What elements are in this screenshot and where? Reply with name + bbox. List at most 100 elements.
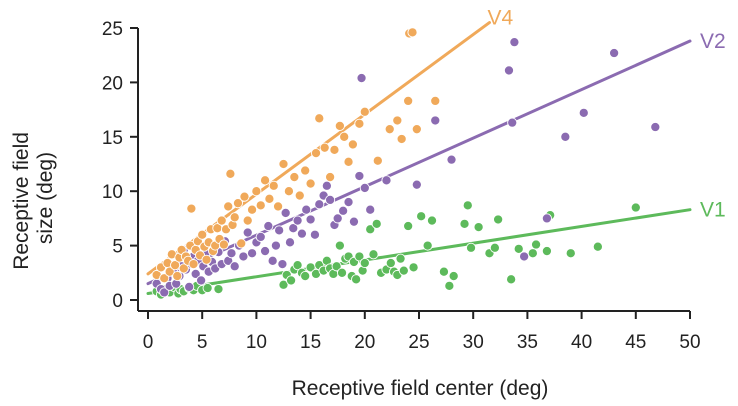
data-point-v2 bbox=[238, 251, 249, 262]
data-point-v4 bbox=[411, 124, 422, 135]
x-tick-label: 15 bbox=[300, 332, 321, 353]
data-point-v2 bbox=[578, 107, 589, 118]
data-point-v4 bbox=[178, 263, 189, 274]
data-point-v2 bbox=[296, 228, 307, 239]
fit-line-v1 bbox=[146, 208, 692, 295]
data-point-v2 bbox=[411, 179, 422, 190]
data-point-v1 bbox=[473, 222, 484, 233]
data-point-v4 bbox=[314, 113, 325, 124]
data-point-v2 bbox=[359, 182, 370, 193]
data-point-v2 bbox=[348, 216, 360, 227]
x-tick-label: 50 bbox=[679, 332, 700, 353]
data-point-v4 bbox=[384, 124, 395, 135]
data-point-v2 bbox=[305, 214, 316, 225]
data-point-v1 bbox=[213, 284, 224, 295]
data-point-v2 bbox=[365, 204, 376, 215]
x-tick-label: 45 bbox=[625, 332, 646, 353]
data-point-v4 bbox=[216, 215, 227, 226]
data-point-v2 bbox=[280, 207, 291, 219]
series-label-v1: V1 bbox=[700, 199, 726, 222]
data-point-v4 bbox=[319, 142, 330, 153]
data-point-v1 bbox=[286, 275, 297, 286]
data-point-v4 bbox=[225, 168, 236, 179]
data-point-v2 bbox=[196, 275, 207, 286]
data-point-v4 bbox=[170, 260, 181, 271]
data-point-v2 bbox=[381, 175, 392, 186]
data-point-v4 bbox=[310, 148, 322, 159]
data-point-v4 bbox=[223, 201, 234, 212]
data-point-v1 bbox=[202, 282, 213, 294]
data-point-v4 bbox=[294, 190, 305, 201]
data-points bbox=[151, 27, 661, 300]
data-point-v4 bbox=[325, 172, 336, 183]
data-point-v1 bbox=[422, 240, 433, 251]
data-point-v1 bbox=[448, 271, 459, 282]
data-point-v2 bbox=[247, 248, 258, 259]
data-point-v2 bbox=[277, 259, 288, 270]
series-label-v2: V2 bbox=[700, 30, 726, 53]
data-point-v1 bbox=[403, 220, 414, 232]
x-tick-label: 35 bbox=[517, 332, 538, 353]
data-point-v1 bbox=[630, 202, 641, 213]
data-point-v1 bbox=[398, 265, 409, 276]
data-point-v4 bbox=[188, 259, 199, 270]
x-tick-label: 25 bbox=[408, 332, 429, 353]
data-point-v4 bbox=[334, 120, 345, 131]
data-point-v4 bbox=[329, 144, 340, 155]
data-point-v4 bbox=[218, 239, 229, 250]
x-tick-label: 10 bbox=[246, 332, 267, 353]
data-point-v4 bbox=[172, 271, 183, 282]
data-point-v2 bbox=[321, 180, 332, 191]
data-point-v1 bbox=[489, 242, 500, 253]
data-point-v2 bbox=[270, 240, 281, 251]
data-point-v1 bbox=[331, 261, 342, 272]
x-tick-label: 0 bbox=[143, 332, 154, 353]
data-point-v4 bbox=[251, 186, 262, 197]
data-point-v4 bbox=[392, 115, 403, 126]
data-point-v1 bbox=[371, 218, 382, 229]
data-point-v1 bbox=[365, 224, 376, 235]
data-point-v1 bbox=[351, 274, 362, 285]
data-point-v2 bbox=[541, 213, 552, 224]
data-point-v1 bbox=[444, 280, 455, 291]
data-point-v4 bbox=[197, 229, 208, 240]
data-point-v1 bbox=[354, 251, 365, 262]
data-point-v2 bbox=[184, 281, 195, 292]
x-axis-title: Receptive field center (deg) bbox=[292, 377, 549, 400]
data-point-v4 bbox=[354, 118, 365, 129]
data-point-v4 bbox=[268, 180, 279, 191]
data-point-v1 bbox=[513, 243, 524, 254]
data-point-v1 bbox=[541, 245, 552, 257]
data-point-v1 bbox=[334, 240, 345, 251]
data-point-v2 bbox=[229, 261, 240, 272]
data-point-v1 bbox=[395, 253, 406, 264]
data-point-v4 bbox=[300, 165, 311, 176]
data-point-v4 bbox=[305, 178, 316, 189]
data-point-v4 bbox=[396, 133, 407, 145]
data-point-v2 bbox=[650, 121, 661, 133]
data-point-v1 bbox=[506, 274, 517, 285]
data-point-v2 bbox=[338, 205, 349, 216]
data-point-v2 bbox=[343, 197, 354, 208]
data-point-v1 bbox=[292, 260, 303, 271]
data-point-v2 bbox=[284, 237, 296, 248]
data-point-v1 bbox=[336, 267, 348, 278]
data-point-v2 bbox=[242, 227, 253, 238]
data-point-v2 bbox=[509, 37, 520, 48]
data-point-v1 bbox=[408, 262, 419, 273]
x-tick-label: 5 bbox=[197, 332, 208, 353]
data-point-v2 bbox=[314, 199, 325, 210]
data-point-v2 bbox=[267, 255, 278, 266]
data-point-v4 bbox=[339, 131, 350, 142]
data-point-v2 bbox=[519, 251, 530, 262]
y-tick-label: 0 bbox=[112, 291, 123, 312]
data-point-v1 bbox=[416, 211, 427, 222]
data-point-v2 bbox=[274, 225, 285, 236]
data-point-v1 bbox=[359, 257, 370, 269]
data-point-v1 bbox=[527, 248, 538, 259]
data-point-v4 bbox=[247, 204, 258, 215]
series-labels: V1 V2 V4 bbox=[487, 7, 725, 222]
data-point-v2 bbox=[560, 131, 571, 142]
